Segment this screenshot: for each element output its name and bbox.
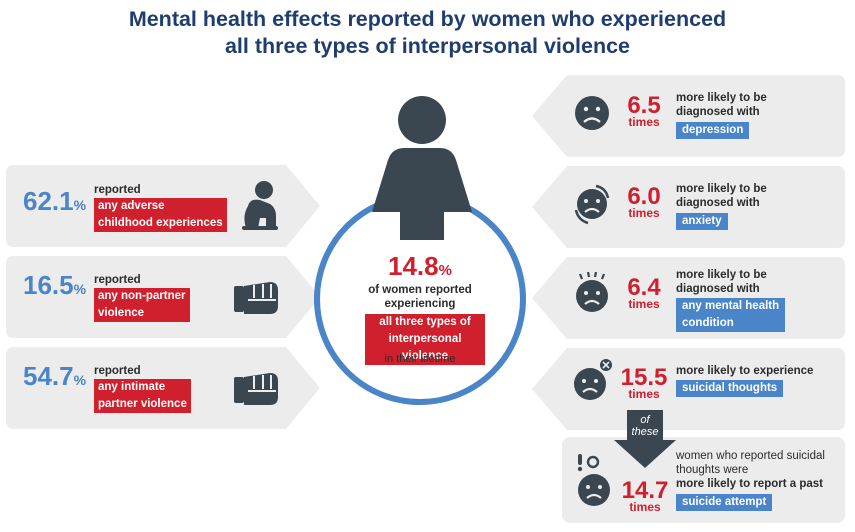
right-stat-2-line-1: more likely to be <box>676 183 767 195</box>
center-value: 14.8% <box>368 251 472 282</box>
right-stat-2-tag-line-1: anxiety <box>682 215 722 227</box>
bottom-stat-tag: suicide attempt <box>676 494 773 511</box>
left-stat-3-reported: reported <box>94 365 141 377</box>
bottom-stat-tag-line-1: suicide attempt <box>682 496 767 508</box>
left-stat-1-tag-line-2: childhood experiences <box>98 217 223 229</box>
right-stat-1-tag-line-1: depression <box>682 124 744 136</box>
bottom-stat-line-2: thoughts were <box>676 464 749 476</box>
left-stat-1-number: 62.1 <box>23 186 74 216</box>
worried-face-icon <box>574 359 612 400</box>
bottom-stat-value: 14.7 <box>621 477 669 504</box>
right-stat-1-line-2: diagnosed with <box>676 106 760 118</box>
fist-icon <box>234 282 278 314</box>
left-stat-2-tag: any non-partner violence <box>94 288 190 322</box>
left-stat-2-tag-line-2: violence <box>98 307 145 319</box>
center-tag-line-2: interpersonal violence <box>388 333 462 362</box>
center-number: 14.8 <box>388 251 439 281</box>
bottom-panel <box>562 437 845 523</box>
right-stat-1-tag: depression <box>676 122 750 139</box>
woman-figure-icon <box>372 96 472 240</box>
arrow-text: of these <box>620 414 670 438</box>
right-stat-3-tag-line-1: any mental health <box>682 300 780 312</box>
right-stat-3-times: times <box>628 297 660 311</box>
left-stat-2-tag-line-1: any non-partner <box>98 290 186 302</box>
arrow-text-these: these <box>631 426 659 438</box>
title-line-1: Mental health effects reported by women … <box>128 7 727 31</box>
left-stat-2-number: 16.5 <box>23 270 74 300</box>
right-stat-3-line-1: more likely to be <box>676 269 767 281</box>
left-stat-1-pct: % <box>73 197 87 213</box>
bottom-stat-line-1: women who reported suicidal <box>676 450 825 462</box>
left-stat-1-reported: reported <box>94 184 141 196</box>
right-stat-2-tag: anxiety <box>676 213 728 230</box>
stressed-face-icon <box>576 272 608 312</box>
anxious-face-icon <box>574 184 610 225</box>
right-stat-4-value: 15.5 <box>620 364 668 391</box>
left-stat-3-tag-line-2: partner violence <box>98 398 187 410</box>
down-arrow <box>614 410 676 468</box>
right-stat-2-line-2: diagnosed with <box>676 197 760 209</box>
left-stat-3-number: 54.7 <box>23 361 74 391</box>
fist-icon <box>234 373 278 405</box>
sad-face-icon <box>575 96 609 130</box>
center-tag: all three types of interpersonal violenc… <box>365 314 485 365</box>
left-stat-3-pct: % <box>73 372 87 388</box>
right-stat-3-tag: any mental health condition <box>676 298 786 332</box>
right-stat-2-value: 6.0 <box>627 183 661 210</box>
alarmed-face-icon <box>577 454 610 506</box>
center-pct: % <box>438 262 452 279</box>
right-stat-1-times: times <box>628 115 660 129</box>
right-stat-3-line-2: diagnosed with <box>676 283 760 295</box>
left-stat-2-pct: % <box>73 281 87 297</box>
left-stat-3-tag-line-1: any intimate <box>98 381 166 393</box>
right-panel-1 <box>532 75 845 157</box>
arrow-text-of: of <box>640 414 650 426</box>
left-stat-3-value: 54.7% <box>23 361 86 392</box>
center-line-3: in their lifetime <box>384 353 456 365</box>
right-stat-2-text: more likely to be diagnosed with <box>676 182 767 210</box>
center-line-2: experiencing <box>384 298 456 310</box>
right-stat-1-value: 6.5 <box>627 92 661 119</box>
right-stat-4-times: times <box>628 387 660 401</box>
right-stat-3-tag-line-2: condition <box>682 317 734 329</box>
right-panel-2 <box>532 166 845 248</box>
sad-child-icon <box>242 181 278 230</box>
bottom-stat-times: times <box>629 500 661 514</box>
right-stat-4-text: more likely to experience <box>676 364 813 378</box>
left-stat-1-tag-line-1: any adverse <box>98 200 165 212</box>
center-line-1: of women reported <box>368 284 472 296</box>
page-title: Mental health effects reported by women … <box>0 6 855 60</box>
center-tag-line-1: all three types of <box>379 316 471 328</box>
right-stat-2-times: times <box>628 206 660 220</box>
right-stat-1-text: more likely to be diagnosed with <box>676 91 767 119</box>
center-description: of women reported experiencing <box>340 283 500 311</box>
left-stat-2-value: 16.5% <box>23 270 86 301</box>
bottom-stat-line-3: more likely to report a past <box>676 478 823 490</box>
left-stat-2-reported: reported <box>94 274 141 286</box>
right-stat-4-line-1: more likely to experience <box>676 365 814 377</box>
left-stat-3-tag: any intimate partner violence <box>94 379 191 413</box>
right-stat-1-line-1: more likely to be <box>676 92 767 104</box>
left-stat-1-value: 62.1% <box>23 186 86 217</box>
right-stat-4-tag-line-1: suicidal thoughts <box>682 382 778 394</box>
right-stat-4-tag: suicidal thoughts <box>676 380 784 397</box>
left-stat-1-tag: any adverse childhood experiences <box>94 198 227 232</box>
right-stat-3-text: more likely to be diagnosed with <box>676 268 767 296</box>
right-stat-3-value: 6.4 <box>627 274 661 301</box>
bottom-stat-text: women who reported suicidal thoughts wer… <box>676 449 825 477</box>
title-line-2: all three types of interpersonal violenc… <box>224 34 631 58</box>
